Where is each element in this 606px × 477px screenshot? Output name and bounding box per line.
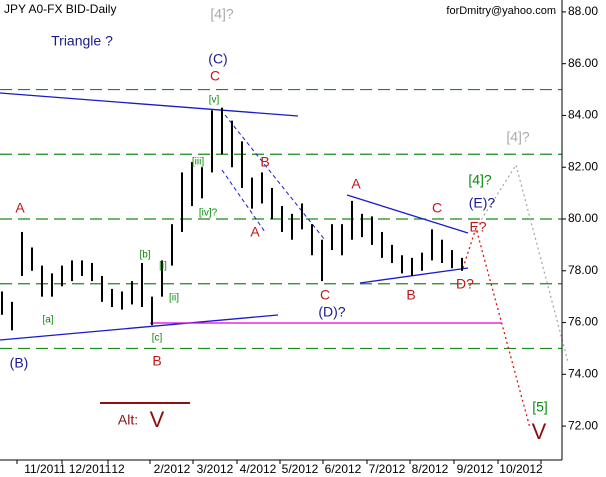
y-tick-label: 74.00 <box>568 366 598 380</box>
annotation: [a] <box>42 315 53 326</box>
projection <box>462 225 531 429</box>
annotation: (C) <box>208 51 227 67</box>
annotation: A <box>351 176 361 192</box>
annotation: (B) <box>10 355 29 371</box>
annotation: [iii] <box>192 157 204 168</box>
y-tick-label: 76.00 <box>568 315 598 329</box>
annotation: (E)? <box>469 195 496 211</box>
annotation: C <box>210 68 220 84</box>
y-tick-label: 86.00 <box>568 56 598 70</box>
annotation: [ii] <box>169 293 179 304</box>
annotation: C <box>320 287 330 303</box>
annotation: C <box>432 200 442 216</box>
channel-line <box>224 114 326 241</box>
annotation: B <box>406 287 415 303</box>
y-tick-label: 80.00 <box>568 211 598 225</box>
annotation: Alt: <box>118 412 138 428</box>
x-tick-label: 7/2012 <box>369 462 406 476</box>
x-tick-label: 12 <box>111 462 125 476</box>
annotation: (D)? <box>318 304 345 320</box>
annotation: Triangle ? <box>51 33 113 49</box>
x-tick-label: 2/2012 <box>154 462 191 476</box>
triangle-line <box>359 267 469 284</box>
x-tick-label: 8/2012 <box>412 462 449 476</box>
annotation: [v] <box>209 95 220 106</box>
x-tick-label: 4/2012 <box>240 462 277 476</box>
y-tick-label: 78.00 <box>568 263 598 277</box>
trend-line <box>0 92 299 117</box>
annotation: E? <box>469 219 486 235</box>
annotation: B <box>152 353 161 369</box>
annotation: B <box>260 154 269 170</box>
x-tick-label: 10/2012 <box>499 462 543 476</box>
y-tick-label: 84.00 <box>568 108 598 122</box>
annotation: V <box>532 419 547 444</box>
trend-line <box>0 314 279 341</box>
annotation: A <box>15 200 25 216</box>
projection-alt <box>475 163 569 363</box>
x-tick-label: 9/2012 <box>457 462 494 476</box>
annotation: [5] <box>532 399 548 415</box>
x-tick-label: 12/2011 <box>69 462 112 476</box>
x-tick-label: 11/2011 <box>24 462 66 476</box>
annotation: [4]? <box>210 6 234 22</box>
channel-line <box>221 169 266 233</box>
annotation: D? <box>456 276 474 292</box>
x-tick-label: 5/2012 <box>282 462 319 476</box>
triangle-line <box>346 194 469 234</box>
chart-subtitle: forDmitry@yahoo.com <box>446 5 556 17</box>
x-tick-label: 6/2012 <box>325 462 362 476</box>
annotation: A <box>250 224 260 240</box>
annotation: [c] <box>152 333 163 344</box>
chart-title: JPY A0-FX BID-Daily <box>4 2 116 16</box>
annotation: [b] <box>139 250 150 261</box>
y-tick-label: 82.00 <box>568 159 598 173</box>
annotation: [i] <box>159 261 167 272</box>
x-tick-label: 3/2012 <box>197 462 234 476</box>
y-tick-label: 88.00 <box>568 4 598 18</box>
annotation: [4]? <box>506 129 530 145</box>
annotation: [iv]? <box>199 208 218 219</box>
annotation: [4]? <box>468 172 492 188</box>
annotation: V <box>150 407 165 432</box>
y-tick-label: 72.00 <box>568 418 598 432</box>
